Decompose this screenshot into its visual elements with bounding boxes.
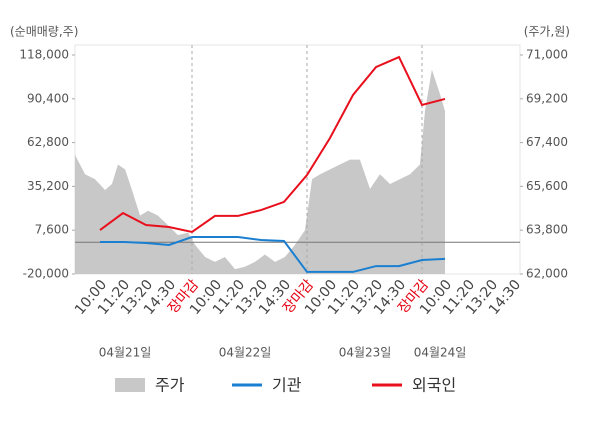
legend-label: 외국인 — [412, 376, 456, 395]
legend-swatch — [115, 378, 145, 392]
price-area — [74, 69, 446, 274]
y-tick-label: 35,200 — [27, 179, 69, 193]
legend-label: 기관 — [272, 376, 302, 395]
y2-tick-label: 62,000 — [526, 267, 568, 281]
y-tick-label: 118,000 — [19, 48, 69, 62]
date-label: 04월21일 — [99, 346, 152, 360]
date-label: 04월24일 — [414, 346, 467, 360]
y2-tick-label: 65,600 — [526, 179, 568, 193]
y2-tick-label: 69,200 — [526, 91, 568, 105]
y-tick-label: 7,600 — [35, 223, 69, 237]
y-tick-label: 90,400 — [27, 91, 69, 105]
y-tick-label: 62,800 — [27, 135, 69, 149]
y-tick-label: -20,000 — [23, 267, 69, 281]
y2-axis-title: (주가,원) — [524, 25, 570, 39]
y-axis-title: (순매매량,주) — [10, 25, 78, 39]
series-line — [99, 55, 446, 234]
series-line — [100, 236, 446, 273]
date-label: 04월23일 — [339, 346, 392, 360]
y2-tick-label: 63,800 — [526, 223, 568, 237]
y2-tick-label: 67,400 — [526, 135, 568, 149]
y2-tick-label: 71,000 — [526, 48, 568, 62]
legend-label: 주가 — [155, 376, 185, 395]
date-label: 04월22일 — [219, 346, 272, 360]
